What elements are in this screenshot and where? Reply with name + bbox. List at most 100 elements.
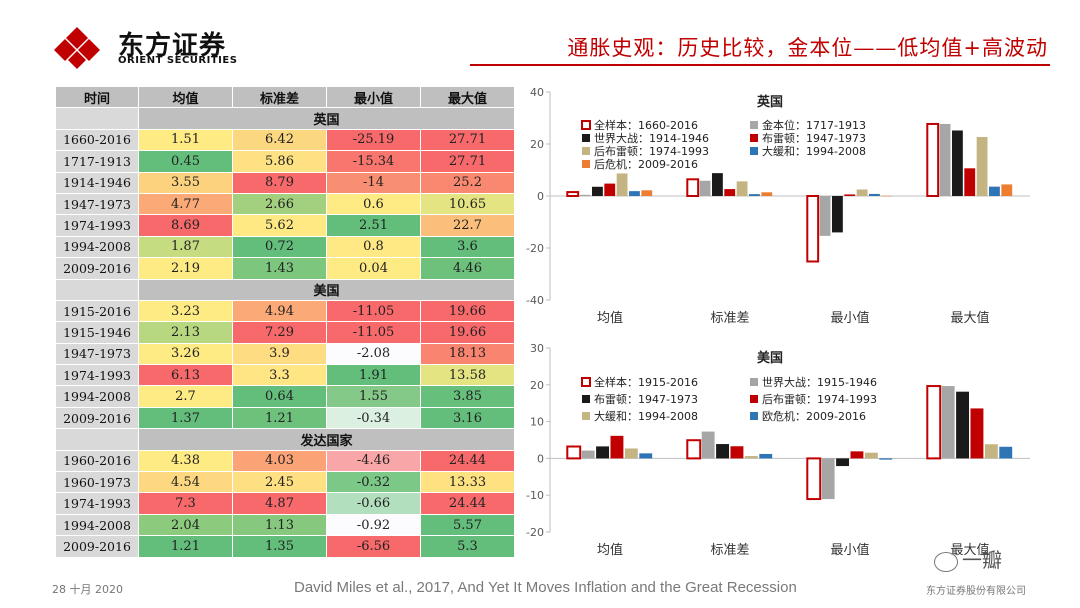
bar-1-6 <box>761 192 773 196</box>
section-blank-cell <box>55 278 139 301</box>
section-blank-cell <box>55 107 139 130</box>
value-cell: 22.7 <box>420 214 515 237</box>
bar-1-0 <box>686 439 702 460</box>
table-body: 英国 1660-2016 1.51 6.42 -25.19 27.71 1717-1913 0… <box>55 107 515 558</box>
value-cell: -14 <box>326 171 421 194</box>
bar-1-0 <box>686 178 700 197</box>
legend-label: 全样本：1915-2016 <box>594 375 698 389</box>
category-label: 最大值 <box>950 542 989 558</box>
value-cell: -0.92 <box>326 513 421 537</box>
bar-0-2 <box>591 186 603 196</box>
bar-2-2 <box>831 196 843 233</box>
period-cell: 1947-1973 <box>55 342 139 366</box>
value-cell: 4.38 <box>138 449 233 473</box>
bar-1-1 <box>699 180 711 196</box>
table-row: 1974-1993 6.13 3.3 1.91 13.58 <box>55 364 515 387</box>
bar-3-1 <box>941 386 955 459</box>
legend-label: 世界大战：1914-1946 <box>594 131 709 145</box>
bar-2-0 <box>806 457 822 501</box>
value-cell: 2.13 <box>138 321 233 344</box>
value-cell: 3.85 <box>420 385 515 408</box>
legend-swatch <box>582 412 590 420</box>
legend-label: 大缓和：1994-2008 <box>762 144 866 158</box>
table-section-row: 发达国家 <box>55 428 515 451</box>
legend-swatch <box>581 120 591 130</box>
legend-label: 金本位：1717-1913 <box>762 118 866 132</box>
bar-1-4 <box>744 456 758 459</box>
value-cell: -0.66 <box>326 492 421 515</box>
period-cell: 1660-2016 <box>55 128 139 152</box>
value-cell: 7.3 <box>138 492 233 515</box>
value-cell: 0.64 <box>232 385 327 408</box>
legend-label: 大缓和：1994-2008 <box>594 409 698 423</box>
value-cell: 25.2 <box>420 171 515 194</box>
bar-0-0 <box>566 445 582 460</box>
y-tick-label: 40 <box>530 86 544 99</box>
wechat-icon <box>934 551 958 572</box>
footer-page-date: 28 十月 2020 <box>52 583 123 596</box>
category-label: 均值 <box>597 310 623 326</box>
table-row: 1974-1993 7.3 4.87 -0.66 24.44 <box>55 492 515 515</box>
bar-0-5 <box>639 453 653 459</box>
table-row: 2009-2016 1.21 1.35 -6.56 5.3 <box>55 535 515 558</box>
value-cell: 0.04 <box>326 257 421 280</box>
value-cell: -4.46 <box>326 449 421 473</box>
value-cell: 18.13 <box>420 342 515 366</box>
bar-2-5 <box>879 458 893 460</box>
period-cell: 1994-2008 <box>55 235 139 259</box>
bar-1-5 <box>749 194 760 196</box>
bar-0-5 <box>629 191 640 196</box>
category-label: 标准差 <box>710 311 749 326</box>
bar-1-2 <box>716 444 729 459</box>
value-cell: 2.66 <box>232 192 327 216</box>
title-divider <box>470 64 1050 66</box>
bar-2-5 <box>869 193 880 196</box>
legend-label: 布雷顿：1947-1973 <box>594 392 698 406</box>
value-cell: -0.34 <box>326 406 421 430</box>
legend-label: 世界大战：1915-1946 <box>762 375 877 389</box>
period-cell: 1914-1946 <box>55 171 139 194</box>
company-name-en: ORIENT SECURITIES <box>118 55 238 66</box>
us-bar-chart: 30 20 10 0 -10 -20 均值 标准差 最小值 最大值 美国 全样本：1915-2016 世… <box>520 340 1035 565</box>
period-cell: 1974-1993 <box>55 364 139 387</box>
y-tick-label: -20 <box>526 526 544 539</box>
page-title: 通胀史观：历史比较，金本位——低均值+高波动 <box>567 36 1048 60</box>
value-cell: 13.33 <box>420 471 515 494</box>
legend-label: 后布雷顿：1974-1993 <box>594 144 709 158</box>
legend-label: 后危机：2009-2016 <box>594 157 698 171</box>
value-cell: -6.56 <box>326 535 421 558</box>
value-cell: 1.91 <box>326 364 421 387</box>
legend-label: 欧危机：2009-2016 <box>762 409 866 423</box>
period-cell: 1915-1946 <box>55 321 139 344</box>
section-blank-cell <box>55 428 139 451</box>
value-cell: 0.45 <box>138 150 233 173</box>
table-row: 1717-1913 0.45 5.86 -15.34 27.71 <box>55 150 515 173</box>
section-region-label: 发达国家 <box>138 428 515 451</box>
value-cell: 1.43 <box>232 257 327 280</box>
value-cell: 1.55 <box>326 385 421 408</box>
col-header-min: 最小值 <box>326 85 421 109</box>
period-cell: 1974-1993 <box>55 492 139 515</box>
legend-label: 全样本：1660-2016 <box>594 118 698 132</box>
legend-swatch <box>750 121 758 129</box>
y-tick-label: 10 <box>530 416 544 429</box>
value-cell: 10.65 <box>420 192 515 216</box>
value-cell: 8.79 <box>232 171 327 194</box>
bar-3-6 <box>1001 184 1013 196</box>
value-cell: 0.8 <box>326 235 421 259</box>
value-cell: 3.3 <box>232 364 327 387</box>
legend-swatch <box>581 377 591 387</box>
value-cell: 4.77 <box>138 192 233 216</box>
category-label: 标准差 <box>710 543 749 558</box>
bar-1-3 <box>730 446 744 459</box>
value-cell: 27.71 <box>420 128 515 152</box>
bar-2-4 <box>856 189 868 196</box>
table-row: 1994-2008 2.04 1.13 -0.92 5.57 <box>55 513 515 537</box>
legend-label: 后布雷顿：1974-1993 <box>762 392 877 406</box>
period-cell: 2009-2016 <box>55 406 139 430</box>
table-row: 1660-2016 1.51 6.42 -25.19 27.71 <box>55 128 515 152</box>
bar-0-0 <box>566 191 580 197</box>
legend-swatch <box>750 395 758 403</box>
value-cell: 3.26 <box>138 342 233 366</box>
